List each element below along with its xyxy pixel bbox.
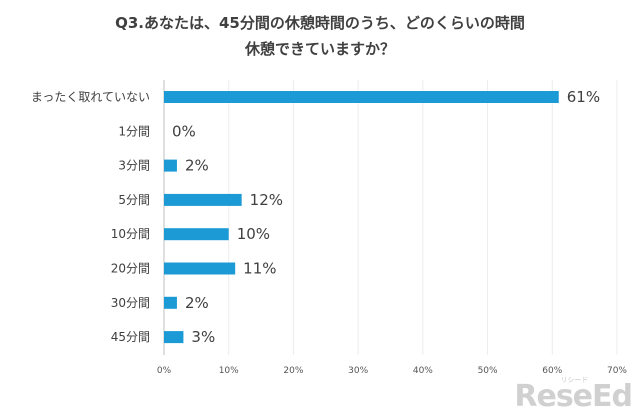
value-label: 3% [191,328,215,346]
watermark-small-text: リシード [560,376,589,384]
bar [164,193,242,206]
category-label: 30分間 [111,296,150,310]
chart-title-line-1: Q3.あなたは、45分間の休憩時間のうち、どのくらいの時間 [115,14,525,32]
category-label: まったく取れていない [31,90,150,104]
category-label: 1分間 [118,124,150,138]
x-tick-label: 50% [478,366,498,376]
value-label: 2% [185,294,209,312]
watermark-logo: リシード ReseEd [514,376,633,414]
bar [164,296,177,309]
bar [164,331,184,344]
category-label: 45分間 [111,330,150,344]
category-label: 3分間 [118,159,150,173]
category-label: 10分間 [111,227,150,241]
bar [164,91,559,103]
watermark-text: ReseEd [514,379,633,414]
value-label: 10% [237,225,270,243]
value-label: 61% [567,88,600,106]
x-tick-label: 30% [348,366,368,376]
value-label: 12% [250,191,283,209]
value-label: 2% [185,157,209,175]
value-label: 11% [243,260,276,278]
x-tick-label: 40% [413,366,433,376]
x-tick-label: 0% [157,366,172,376]
bar [164,262,236,275]
bar [164,159,177,172]
x-tick-label: 10% [219,366,239,376]
x-tick-label: 60% [542,366,562,376]
category-label: 20分間 [111,262,150,276]
chart-title-line-2: 休憩できていますか？ [244,40,395,58]
chart-title: Q3.あなたは、45分間の休憩時間のうち、どのくらいの時間 休憩できていますか？ [0,10,640,62]
x-tick-label: 70% [607,366,627,376]
category-label: 5分間 [118,193,150,207]
bar [164,228,229,241]
value-label: 0% [172,122,196,140]
x-tick-label: 20% [283,366,303,376]
